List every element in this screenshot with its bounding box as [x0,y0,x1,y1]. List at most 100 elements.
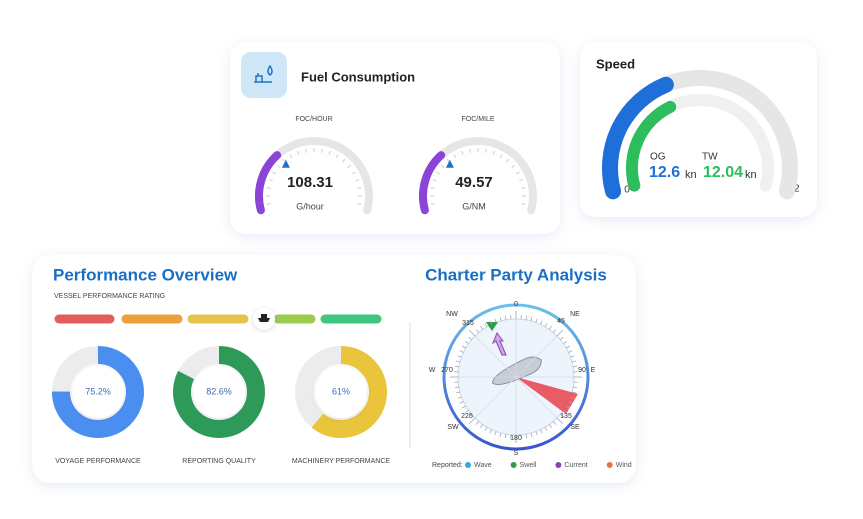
compass-tick [475,329,480,333]
gauge-tick [436,171,441,175]
gauge-tick [341,158,346,163]
speed-unit: kn [685,169,697,181]
compass-tick [540,320,543,325]
legend-dot [555,462,562,468]
compass-label: 180 [510,435,522,442]
compass-tick [566,405,570,409]
compass-tick [454,365,459,368]
gauge-label: FOC/HOUR [295,116,332,123]
compass-label: 90 [578,367,586,374]
gauge-tick [357,187,362,189]
compass-spoke [515,335,558,378]
gauge-tick [272,171,277,175]
compass-label: 45 [557,318,565,325]
compass-tick [556,330,563,337]
legend-title: Reported: [432,462,463,469]
donut-value: 82.6% [206,386,232,396]
donut-arc [52,346,144,438]
legend-dot [465,462,471,468]
compass-tick [480,325,484,330]
donut-value: 61% [332,386,350,396]
gauge-tick [321,148,323,153]
legend-dot [510,462,517,468]
compass-tick [480,424,484,429]
compass-tick [571,391,576,394]
compass-tick [469,330,476,337]
gauge-tick [469,148,471,153]
fuel-icon [254,64,273,83]
compass-tick [566,345,570,349]
compass-tick [530,317,533,322]
compass-tick [573,386,578,389]
legend-label: Swell [520,462,537,469]
gauge-tick [492,150,495,155]
compass-tick [530,432,533,437]
card-title: Speed [596,56,635,71]
legend-label: Wind [616,462,632,469]
compass-tick [552,421,557,425]
donut-center [315,366,367,418]
card-title: Fuel Consumption [301,69,415,84]
compass-tick [535,318,538,323]
gauge-tick [335,154,339,159]
fuel-icon-box [241,52,287,98]
gauge-tick [440,164,445,169]
legend-dot [606,462,613,468]
compass-tick [462,345,466,349]
ship-icon [258,314,270,322]
compass-tick [499,317,502,322]
gauge-tick [515,171,520,175]
gauge-fill [255,151,282,215]
speed-unit: kn [745,169,757,181]
compass-label: 270 [441,367,453,374]
gauge-tick [347,164,352,169]
gauge-unit: G/NM [462,201,486,211]
donut-label: MACHINERY PERFORMANCE [292,458,390,465]
compass-label: W [429,367,436,374]
compass-tick [570,355,575,358]
compass-tick [548,325,552,330]
gauge-pointer [281,159,290,168]
compass-label: NE [570,311,580,318]
gauge-tick [430,187,435,189]
donut-value: 75.2% [85,386,111,396]
compass-tick [560,413,564,418]
compass-ring [442,303,590,451]
compass-tick [475,421,480,425]
compass-tick [573,365,578,368]
compass-tick [457,355,462,358]
legend-label: Current [564,462,587,469]
compass-tick [459,401,464,404]
legend-label: Wave [474,462,492,469]
compass-tick [556,417,563,424]
gauge-tick [305,148,307,153]
section-title: Charter Party Analysis [425,265,607,284]
compass-tick [468,336,472,341]
gauge-tick [521,203,526,205]
compass-tick [454,386,459,389]
compass-tick [544,427,548,431]
gauge-tick [521,187,526,189]
gauge-tick [432,179,437,182]
donut-center [193,366,245,418]
compass-tick [456,391,461,394]
speed-og-arc [602,76,674,200]
compass-tick [494,431,497,436]
compass-tick [570,396,575,399]
compass-tick [456,360,461,363]
gauge-tick [351,171,356,175]
wind-wedge [516,377,578,414]
compass-tick [464,341,469,345]
compass-tick [484,427,488,431]
compass-tick [540,429,543,434]
compass-tick [469,417,476,424]
gauge-tick [461,150,464,155]
compass-tick [484,323,488,327]
compass-label: 315 [462,320,474,327]
gauge-tick [297,150,300,155]
donut-center [72,366,124,418]
gauge-tick [485,148,487,153]
compass-tick [489,429,492,434]
gauge-tick [266,203,271,205]
compass-tick [464,409,469,413]
